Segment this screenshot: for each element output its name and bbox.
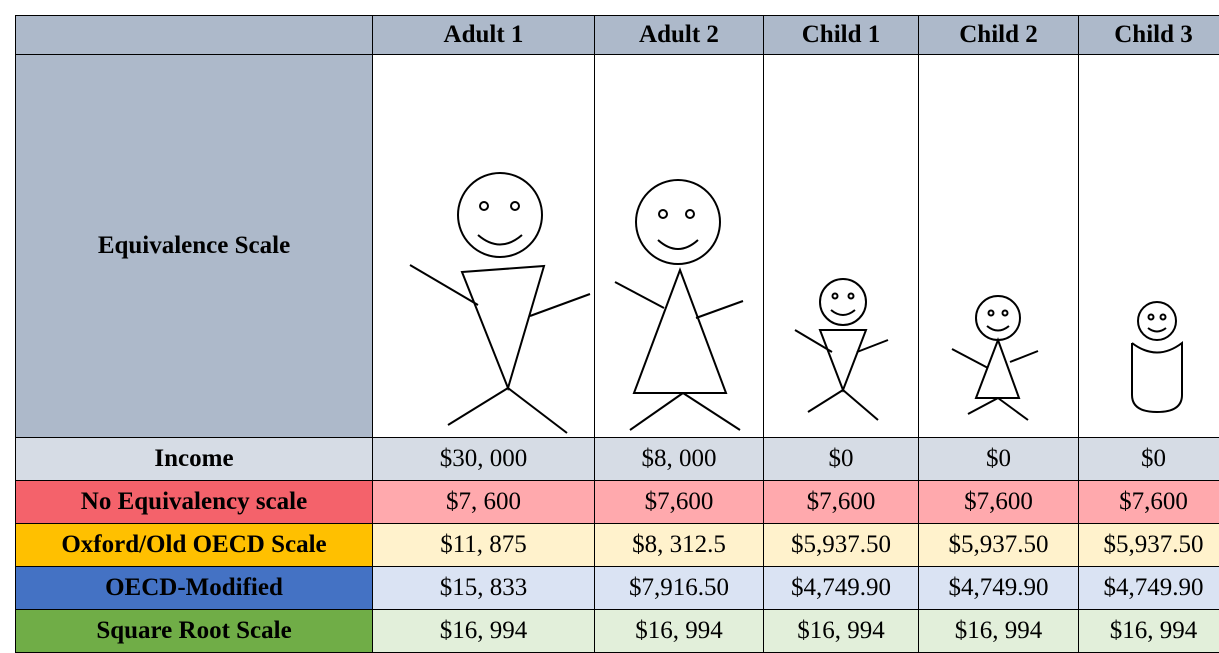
row-value: $4,749.90 [1079,567,1219,610]
row-value: $7,600 [595,481,764,524]
figure-row: Equivalence Scale [16,55,1219,438]
data-row: Income$30, 000$8, 000$0$0$0 [16,438,1219,481]
row-value: $16, 994 [919,610,1079,653]
row-value: $16, 994 [595,610,764,653]
row-value: $4,749.90 [919,567,1079,610]
figure-cell [764,55,919,438]
corner-header [16,16,373,55]
column-header: Adult 2 [595,16,764,55]
data-row: Square Root Scale$16, 994$16, 994$16, 99… [16,610,1219,653]
row-value: $7,600 [919,481,1079,524]
row-value: $7, 600 [373,481,595,524]
corner-label: Equivalence Scale [16,55,373,438]
row-label: Oxford/Old OECD Scale [16,524,373,567]
row-value: $16, 994 [1079,610,1219,653]
data-row: Oxford/Old OECD Scale$11, 875$8, 312.5$5… [16,524,1219,567]
row-value: $0 [1079,438,1219,481]
figure-cell [1079,55,1219,438]
row-value: $0 [919,438,1079,481]
page: Adult 1Adult 2Child 1Child 2Child 3 Equi… [0,0,1219,646]
column-header: Child 1 [764,16,919,55]
column-header: Adult 1 [373,16,595,55]
row-value: $16, 994 [764,610,919,653]
row-value: $5,937.50 [1079,524,1219,567]
row-value: $11, 875 [373,524,595,567]
column-header: Child 3 [1079,16,1219,55]
data-row: No Equivalency scale$7, 600$7,600$7,600$… [16,481,1219,524]
row-value: $7,600 [1079,481,1219,524]
row-value: $0 [764,438,919,481]
row-value: $5,937.50 [919,524,1079,567]
row-value: $8, 312.5 [595,524,764,567]
row-value: $16, 994 [373,610,595,653]
row-value: $5,937.50 [764,524,919,567]
row-value: $7,916.50 [595,567,764,610]
row-value: $15, 833 [373,567,595,610]
row-value: $7,600 [764,481,919,524]
row-label: OECD-Modified [16,567,373,610]
row-label: Square Root Scale [16,610,373,653]
figure-cell [919,55,1079,438]
figure-cell [595,55,764,438]
row-label: Income [16,438,373,481]
column-header: Child 2 [919,16,1079,55]
data-row: OECD-Modified$15, 833$7,916.50$4,749.90$… [16,567,1219,610]
row-value: $4,749.90 [764,567,919,610]
row-value: $30, 000 [373,438,595,481]
row-label: No Equivalency scale [16,481,373,524]
row-value: $8, 000 [595,438,764,481]
figure-cell [373,55,595,438]
